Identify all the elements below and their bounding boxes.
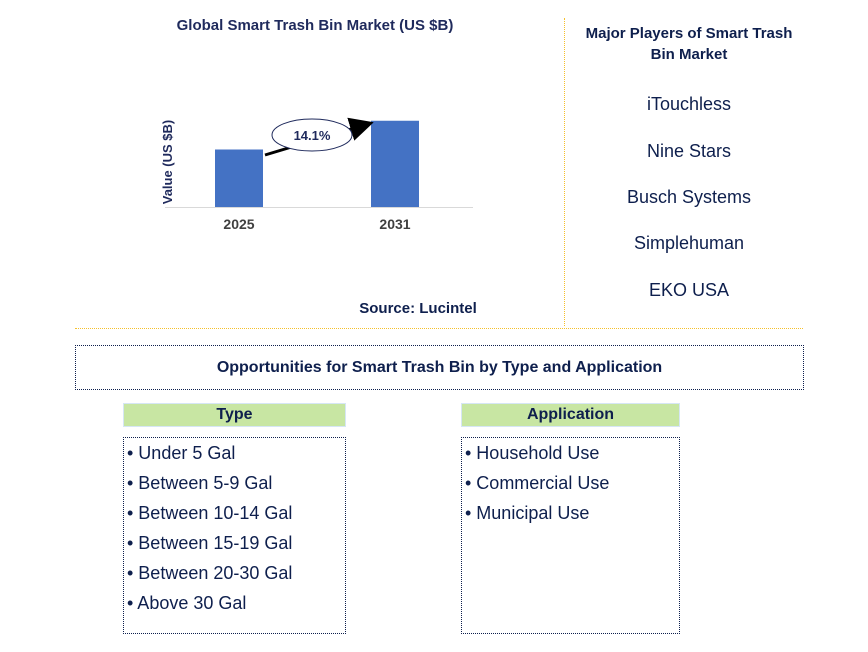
application-item: • Household Use <box>465 443 600 463</box>
player-item: Busch Systems <box>626 187 752 207</box>
type-item: • Under 5 Gal <box>127 443 236 463</box>
x-tick-label: 2025 <box>223 216 254 232</box>
type-item: • Between 20-30 Gal <box>127 563 293 583</box>
opportunities-title: Opportunities for Smart Trash Bin by Typ… <box>216 359 663 376</box>
bar-chart: Value (US $B) 2025 2031 14.1% <box>160 117 473 232</box>
x-tick-label: 2031 <box>379 216 410 232</box>
player-item: Simplehuman <box>633 233 745 253</box>
application-item: • Municipal Use <box>465 503 590 523</box>
players-title: Major Players of Smart Trash Bin Market <box>585 25 793 63</box>
bar-2025 <box>215 149 263 207</box>
vertical-divider <box>564 18 565 326</box>
type-item: • Between 10-14 Gal <box>127 503 293 523</box>
bar-2031 <box>371 120 419 207</box>
type-item: • Above 30 Gal <box>127 593 247 613</box>
application-header: Application <box>461 403 680 427</box>
player-item: iTouchless <box>646 94 732 114</box>
type-item: • Between 15-19 Gal <box>127 533 293 553</box>
player-item: EKO USA <box>648 280 730 300</box>
type-list: • Under 5 Gal • Between 5-9 Gal • Betwee… <box>123 437 346 634</box>
application-list: • Household Use • Commercial Use • Munic… <box>461 437 680 634</box>
cagr-ellipse <box>271 118 353 152</box>
source-label: Source: Lucintel <box>359 300 477 317</box>
horizontal-divider <box>75 328 803 329</box>
chart-title: Global Smart Trash Bin Market (US $B) <box>176 17 454 34</box>
opportunities-banner: Opportunities for Smart Trash Bin by Typ… <box>75 345 804 390</box>
type-item: • Between 5-9 Gal <box>127 473 273 493</box>
application-item: • Commercial Use <box>465 473 610 493</box>
cagr-label: 14.1% <box>294 128 331 143</box>
y-axis-label: Value (US $B) <box>160 120 175 205</box>
type-header: Type <box>123 403 346 427</box>
player-item: Nine Stars <box>646 141 732 161</box>
